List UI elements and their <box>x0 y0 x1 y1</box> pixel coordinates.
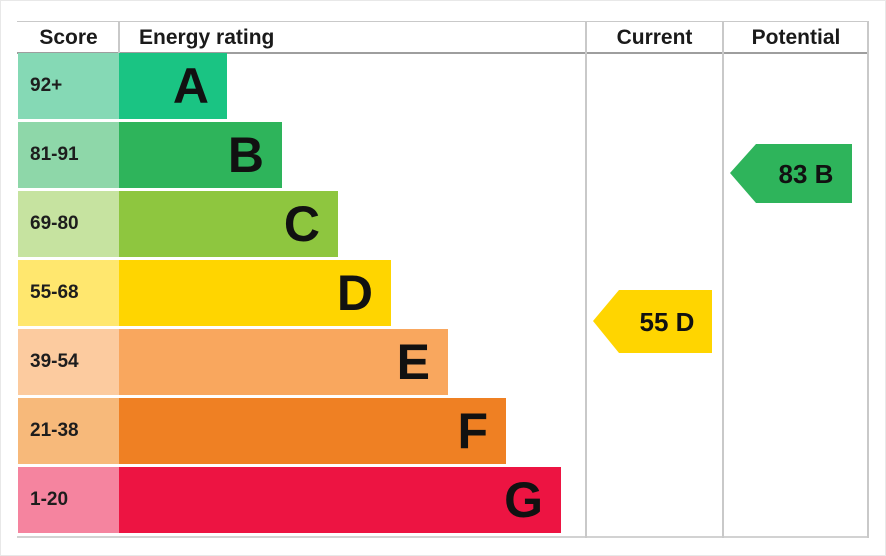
band-score-range-b: 81-91 <box>18 122 119 188</box>
header-underline <box>17 52 869 54</box>
band-score-range-e: 39-54 <box>18 329 119 395</box>
potential-rating-arrow: 83 B <box>730 144 852 203</box>
band-score-range-a: 92+ <box>18 53 119 119</box>
band-letter-b: B <box>227 127 264 183</box>
band-score-range-c: 69-80 <box>18 191 119 257</box>
energy-rating-column-header: Energy rating <box>139 26 275 49</box>
band-bar-d: D <box>119 260 391 326</box>
band-bar-g: G <box>119 467 561 533</box>
table-top-border <box>17 21 869 22</box>
rating-current-divider <box>585 21 587 538</box>
band-row-a: 92+ A <box>18 53 869 122</box>
current-arrow-shape <box>593 290 712 353</box>
band-letter-c: C <box>283 196 320 252</box>
band-letter-d: D <box>336 265 373 321</box>
band-bar-f: F <box>119 398 506 464</box>
table-right-border <box>867 21 869 538</box>
band-score-range-f: 21-38 <box>18 398 119 464</box>
band-bar-c: C <box>119 191 338 257</box>
band-letter-e: E <box>396 334 430 390</box>
band-bar-e: E <box>119 329 448 395</box>
score-rating-divider <box>118 21 120 53</box>
potential-column-header: Potential <box>751 26 841 49</box>
band-letter-g: G <box>504 472 543 528</box>
potential-arrow-shape <box>730 144 852 203</box>
band-row-g: 1-20 G <box>18 467 869 536</box>
current-rating-value: 55 D <box>640 307 695 337</box>
band-score-range-d: 55-68 <box>18 260 119 326</box>
score-column-header: Score <box>39 26 98 49</box>
band-letter-a: A <box>172 58 209 114</box>
current-potential-divider <box>722 21 724 538</box>
band-row-b: 81-91 B <box>18 122 869 191</box>
band-rows: 92+ A 81-91 B 69-80 C 55-68 D 39-54 <box>18 53 869 536</box>
band-row-d: 55-68 D <box>18 260 869 329</box>
potential-rating-value: 83 B <box>779 159 834 189</box>
band-row-e: 39-54 E <box>18 329 869 398</box>
band-bar-b: B <box>119 122 282 188</box>
table-bottom-border <box>17 536 869 538</box>
current-rating-arrow: 55 D <box>593 290 712 353</box>
band-letter-f: F <box>457 403 488 459</box>
band-score-range-g: 1-20 <box>18 467 119 533</box>
band-row-f: 21-38 F <box>18 398 869 467</box>
band-bar-a: A <box>119 53 227 119</box>
current-column-header: Current <box>616 26 693 49</box>
band-row-c: 69-80 C <box>18 191 869 260</box>
